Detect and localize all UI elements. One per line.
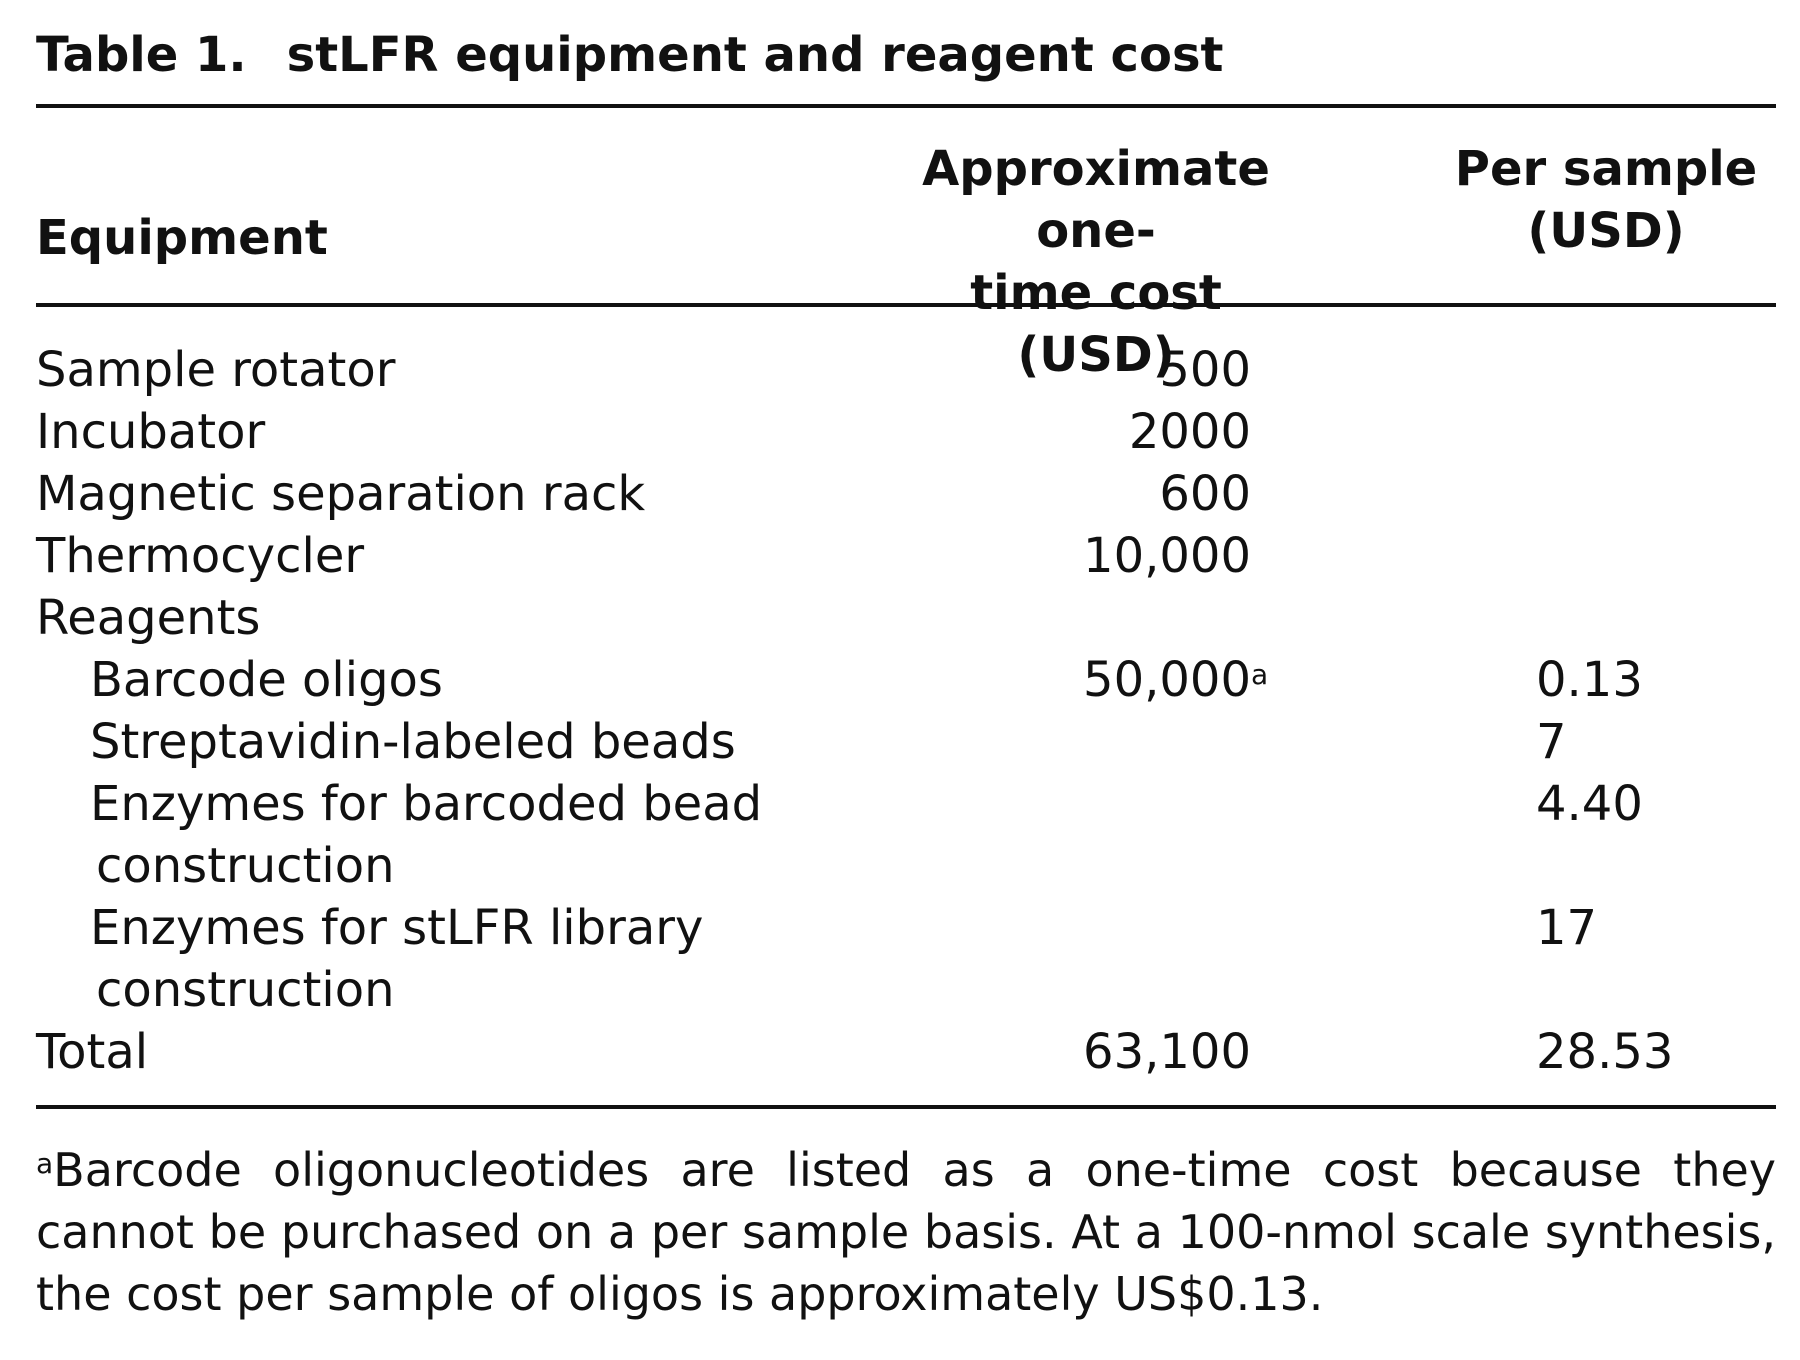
table-row: Magnetic separation rack 600 (36, 463, 1776, 525)
row-onetime-value: 50,000 (1083, 652, 1251, 708)
table-row: Enzymes for barcoded bead construction 4… (36, 773, 1776, 897)
row-persample: 0.13 (1536, 652, 1643, 708)
table-header: Equipment Approximate one- time cost (US… (36, 108, 1776, 383)
table-container: Table 1. stLFR equipment and reagent cost… (36, 22, 1776, 1325)
table-footnote: aBarcode oligonucleotides are listed as … (36, 1139, 1776, 1325)
row-onetime: 500 (1159, 342, 1251, 398)
row-label: Thermocycler (36, 528, 365, 584)
row-persample: 4.40 (1536, 776, 1643, 832)
table-row: Sample rotator 500 (36, 339, 1776, 401)
table-label: Table 1. (36, 27, 247, 83)
row-onetime: 600 (1159, 466, 1251, 522)
table-row-total: Total 63,100 28.53 (36, 1021, 1776, 1083)
footnote-marker: a (36, 1147, 54, 1180)
row-label: Incubator (36, 404, 266, 460)
table-row: Incubator 2000 (36, 401, 1776, 463)
row-label: Magnetic separation rack (36, 466, 646, 522)
row-label-line1: Enzymes for stLFR library (90, 900, 704, 956)
row-persample: 17 (1536, 900, 1598, 956)
row-persample: 7 (1536, 714, 1567, 770)
row-onetime: 50,000 a (886, 649, 1268, 711)
bottom-rule (36, 1105, 1776, 1109)
row-onetime: 10,000 (1083, 528, 1251, 584)
row-label-line2: construction (96, 838, 395, 894)
row-label: Streptavidin-labeled beads (90, 714, 736, 770)
table-row-section: Reagents (36, 587, 1776, 649)
table-caption: Table 1. stLFR equipment and reagent cost (36, 22, 1776, 88)
header-persample-line1: Per sample (1454, 141, 1758, 197)
row-persample: 28.53 (1536, 1024, 1674, 1080)
header-onetime-line2: time cost (USD) (970, 265, 1222, 383)
row-onetime: 2000 (1128, 404, 1251, 460)
table-row: Barcode oligos 50,000 a 0.13 (36, 649, 1776, 711)
footnote-ref: a (1251, 658, 1269, 691)
header-persample-line2: (USD) (1527, 203, 1685, 259)
table-row: Enzymes for stLFR library construction 1… (36, 897, 1776, 1021)
table-row: Thermocycler 10,000 (36, 525, 1776, 587)
footnote-text: Barcode oligonucleotides are listed as a… (36, 1143, 1776, 1321)
row-onetime: 63,100 (1083, 1024, 1251, 1080)
row-label: Enzymes for stLFR library construction (90, 897, 703, 1021)
row-label: Barcode oligos (90, 652, 443, 708)
row-label: Reagents (36, 590, 261, 646)
header-per-sample: Per sample (USD) (1436, 138, 1776, 262)
header-rule (36, 303, 1776, 307)
row-label: Sample rotator (36, 342, 396, 398)
header-onetime-line1: Approximate one- (922, 141, 1270, 259)
row-label-line1: Enzymes for barcoded bead (90, 776, 763, 832)
top-rule (36, 104, 1776, 108)
row-label-line2: construction (96, 962, 395, 1018)
table-title: stLFR equipment and reagent cost (286, 27, 1224, 83)
header-onetime-cost: Approximate one- time cost (USD) (886, 138, 1306, 386)
header-equipment: Equipment (36, 210, 328, 266)
row-label: Enzymes for barcoded bead construction (90, 773, 762, 897)
table-row: Streptavidin-labeled beads 7 (36, 711, 1776, 773)
table-body: Sample rotator 500 Incubator 2000 Magnet… (36, 307, 1776, 1083)
row-label: Total (36, 1024, 149, 1080)
